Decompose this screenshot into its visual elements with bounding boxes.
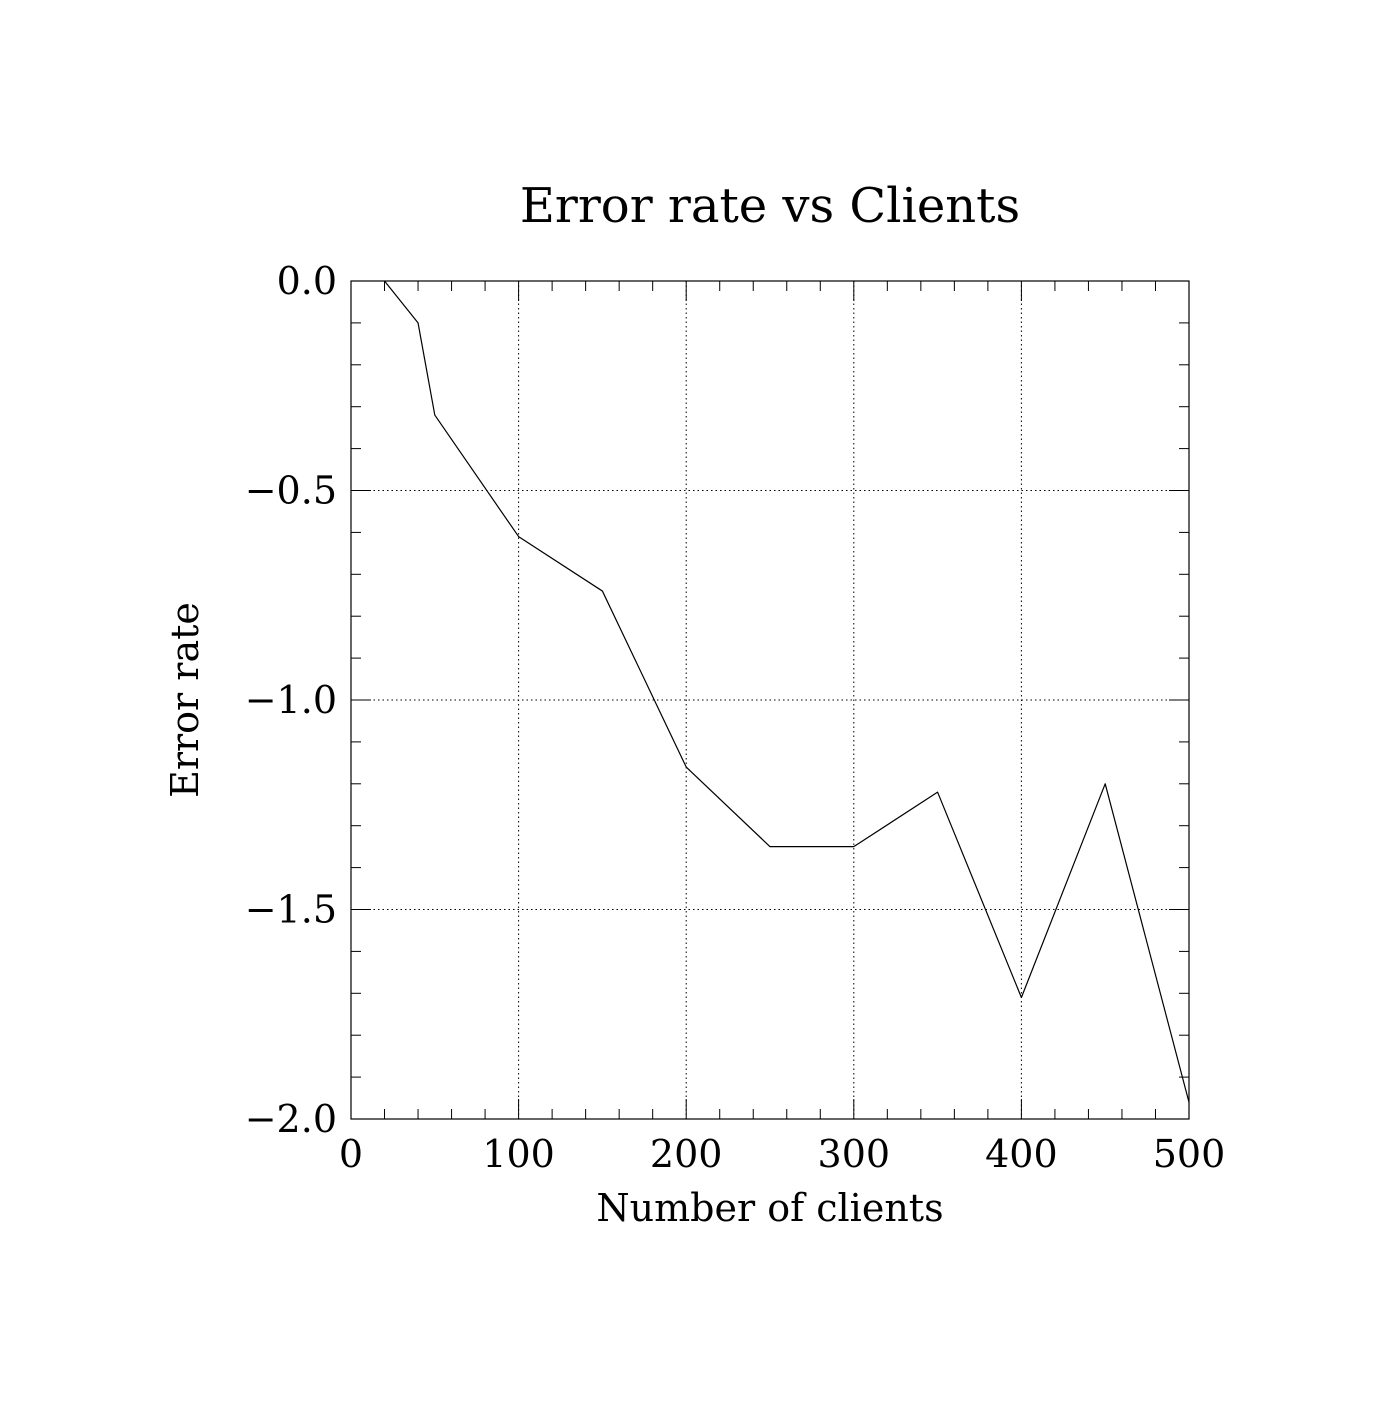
y-tick-label: 0.0 (277, 259, 337, 303)
y-tick-label: −0.5 (245, 469, 337, 513)
x-tick-label: 0 (339, 1132, 363, 1176)
chart-title: Error rate vs Clients (520, 178, 1020, 234)
x-tick-label: 200 (650, 1132, 723, 1176)
y-tick-label: −1.5 (245, 888, 337, 932)
x-tick-label: 400 (985, 1132, 1058, 1176)
x-tick-label: 300 (818, 1132, 891, 1176)
y-axis-label: Error rate (163, 602, 207, 798)
plot-frame (350, 280, 1190, 1120)
y-axis-tick-labels: 0.0 −0.5 −1.0 −1.5 −2.0 (245, 259, 337, 1141)
y-tick-label: −2.0 (245, 1097, 337, 1141)
x-axis-label: Number of clients (596, 1186, 943, 1230)
x-tick-label: 500 (1153, 1132, 1226, 1176)
x-axis-tick-labels: 0 100 200 300 400 500 (339, 1132, 1225, 1176)
grid-lines (351, 281, 1189, 1119)
x-tick-label: 100 (482, 1132, 555, 1176)
y-tick-label: −1.0 (245, 678, 337, 722)
series-line (384, 280, 1190, 1103)
